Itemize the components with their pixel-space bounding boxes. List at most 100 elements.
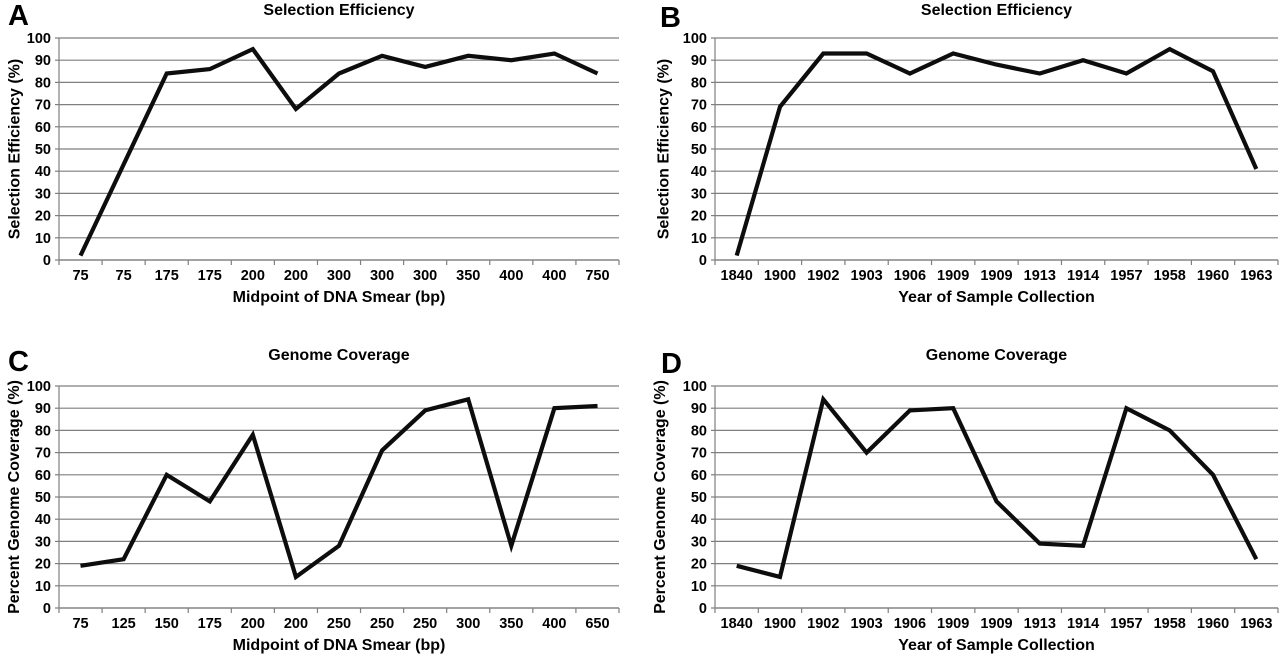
y-tick-label: 70	[35, 446, 51, 462]
panel-a-title: Selection Efficiency	[263, 2, 415, 19]
data-line	[734, 46, 1259, 257]
x-tick-label: 400	[499, 268, 523, 284]
panel-a-plot-area: 0 10 20 30 40 50 60 70 80 90 100 75 75 175 175 200 200 30…	[27, 31, 620, 284]
x-tick-label: 1960	[1197, 616, 1229, 632]
y-tick-label: 60	[691, 468, 707, 484]
x-tick-label: 1902	[807, 268, 839, 284]
x-tick-label: 1913	[1024, 268, 1056, 284]
y-tick-label: 20	[691, 209, 707, 225]
x-tick-label: 1958	[1154, 616, 1186, 632]
x-tick-label: 200	[241, 616, 265, 632]
y-tick-label: 50	[35, 490, 51, 506]
x-tick-label: 250	[370, 616, 394, 632]
y-tick-label: 100	[27, 379, 51, 395]
x-tick-label: 1913	[1024, 616, 1056, 632]
y-tick-label: 90	[35, 401, 51, 417]
y-tick-label: 30	[35, 534, 51, 550]
y-tick-label: 40	[691, 512, 707, 528]
x-tick-label: 1903	[850, 616, 882, 632]
x-tick-label: 300	[456, 616, 480, 632]
x-tick-label: 300	[327, 268, 351, 284]
x-tick-label: 1906	[894, 616, 926, 632]
x-tick-label: 1958	[1154, 268, 1186, 284]
y-tick-label: 80	[35, 75, 51, 91]
x-tick-label: 400	[542, 616, 566, 632]
panel-d-x-axis-title: Year of Sample Collection	[898, 637, 1095, 654]
data-line	[80, 396, 598, 581]
x-tick-label: 1840	[721, 268, 753, 284]
x-tick-label: 1957	[1110, 616, 1142, 632]
panel-b-letter: B	[660, 2, 681, 34]
y-tick-label: 50	[691, 490, 707, 506]
x-tick-label: 1963	[1240, 268, 1272, 284]
x-tick-label: 1957	[1110, 268, 1142, 284]
y-tick-label: 10	[35, 579, 51, 595]
y-tick-label: 80	[35, 423, 51, 439]
x-tick-label: 650	[585, 616, 609, 632]
panel-a-x-axis-title: Midpoint of DNA Smear (bp)	[232, 289, 446, 306]
y-tick-label: 50	[35, 142, 51, 158]
x-tick-label: 200	[241, 268, 265, 284]
x-tick-label: 300	[413, 268, 437, 284]
x-tick-label: 1906	[894, 268, 926, 284]
x-tick-label: 75	[116, 268, 132, 284]
x-tick-label: 175	[155, 268, 179, 284]
panel-c-genome-coverage-vs-smear: C Genome Coverage Percent Genome Coverag…	[0, 330, 640, 663]
y-tick-label: 0	[699, 601, 707, 617]
x-tick-label: 250	[413, 616, 437, 632]
y-tick-label: 20	[35, 209, 51, 225]
y-tick-label: 40	[691, 164, 707, 180]
y-tick-label: 50	[691, 142, 707, 158]
x-tick-label: 1914	[1067, 268, 1099, 284]
x-tick-label: 175	[198, 616, 222, 632]
panel-c-x-axis-title: Midpoint of DNA Smear (bp)	[232, 637, 446, 654]
y-tick-label: 90	[35, 53, 51, 69]
x-tick-label: 400	[542, 268, 566, 284]
y-tick-label: 80	[691, 423, 707, 439]
x-tick-label: 1909	[980, 616, 1012, 632]
x-tick-label: 1914	[1067, 616, 1099, 632]
y-tick-label: 90	[691, 401, 707, 417]
y-tick-label: 60	[691, 120, 707, 136]
y-tick-label: 70	[691, 446, 707, 462]
y-tick-label: 60	[35, 120, 51, 136]
y-tick-label: 70	[35, 98, 51, 114]
y-tick-label: 30	[691, 186, 707, 202]
panel-a-letter: A	[8, 0, 29, 32]
y-tick-label: 30	[35, 186, 51, 202]
panel-c-title: Genome Coverage	[268, 347, 410, 364]
x-tick-label: 350	[456, 268, 480, 284]
x-tick-label: 1902	[807, 616, 839, 632]
y-tick-label: 10	[35, 231, 51, 247]
panel-b-plot-area: 0 10 20 30 40 50 60 70 80 90 100 1840 1900 1902 1903 19…	[683, 31, 1279, 284]
panel-c-letter: C	[8, 346, 29, 378]
panel-d-letter: D	[661, 348, 682, 380]
panel-d-genome-coverage-vs-year: D Genome Coverage Percent Genome Coverag…	[640, 330, 1280, 663]
panel-b-x-axis-title: Year of Sample Collection	[898, 289, 1095, 306]
x-tick-label: 200	[284, 616, 308, 632]
x-tick-label: 300	[370, 268, 394, 284]
y-tick-label: 10	[691, 231, 707, 247]
y-tick-label: 100	[27, 31, 51, 47]
y-tick-label: 100	[683, 31, 707, 47]
x-tick-label: 1909	[937, 616, 969, 632]
y-tick-label: 20	[691, 557, 707, 573]
x-tick-label: 350	[499, 616, 523, 632]
x-tick-label: 1903	[850, 268, 882, 284]
y-tick-label: 80	[691, 75, 707, 91]
data-line	[78, 46, 599, 257]
y-tick-label: 10	[691, 579, 707, 595]
x-tick-label: 1963	[1240, 616, 1272, 632]
panel-d-plot-area: 0 10 20 30 40 50 60 70 80 90 100 1840 1900 1902 1903 19…	[683, 379, 1279, 632]
x-tick-label: 1909	[980, 268, 1012, 284]
y-tick-label: 0	[699, 253, 707, 269]
panel-b-selection-efficiency-vs-year: B Selection Efficiency Selection Efficie…	[640, 0, 1280, 330]
y-tick-label: 40	[35, 164, 51, 180]
y-tick-label: 20	[35, 557, 51, 573]
y-tick-label: 30	[691, 534, 707, 550]
x-tick-label: 1840	[721, 616, 753, 632]
x-tick-label: 1900	[764, 268, 796, 284]
panel-d-title: Genome Coverage	[925, 347, 1068, 364]
data-line	[736, 394, 1259, 580]
